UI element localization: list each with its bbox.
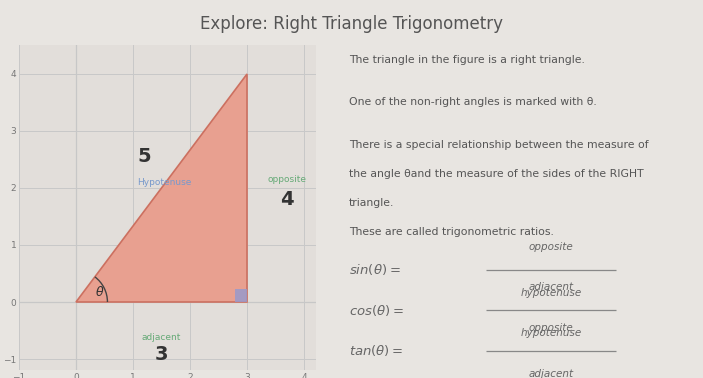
- Text: $\mathregular{tan}(\theta) =$: $\mathregular{tan}(\theta) =$: [349, 344, 404, 358]
- Text: Explore: Right Triangle Trigonometry: Explore: Right Triangle Trigonometry: [200, 15, 503, 33]
- Text: There is a special relationship between the measure of: There is a special relationship between …: [349, 139, 649, 150]
- Text: adjacent: adjacent: [142, 333, 181, 342]
- Text: $\mathregular{cos}(\theta) =$: $\mathregular{cos}(\theta) =$: [349, 303, 404, 318]
- Text: 3: 3: [155, 345, 169, 364]
- Text: Hypotenuse: Hypotenuse: [137, 178, 192, 187]
- Text: One of the non-right angles is marked with θ.: One of the non-right angles is marked wi…: [349, 98, 597, 107]
- Text: θ: θ: [96, 287, 104, 299]
- Text: adjacent: adjacent: [529, 369, 574, 378]
- Text: These are called trigonometric ratios.: These are called trigonometric ratios.: [349, 228, 554, 237]
- Text: adjacent: adjacent: [529, 282, 574, 293]
- Text: the angle θand the measure of the sides of the RIGHT: the angle θand the measure of the sides …: [349, 169, 643, 179]
- Text: opposite: opposite: [268, 175, 307, 184]
- Text: 5: 5: [138, 147, 151, 166]
- Text: hypotenuse: hypotenuse: [521, 288, 582, 297]
- Text: triangle.: triangle.: [349, 198, 394, 208]
- Bar: [235, 290, 247, 302]
- Text: opposite: opposite: [529, 323, 574, 333]
- Text: $\mathregular{sin}(\theta) =$: $\mathregular{sin}(\theta) =$: [349, 262, 401, 277]
- Text: hypotenuse: hypotenuse: [521, 328, 582, 338]
- Text: The triangle in the figure is a right triangle.: The triangle in the figure is a right tr…: [349, 55, 585, 65]
- Text: 4: 4: [280, 190, 294, 209]
- Text: opposite: opposite: [529, 242, 574, 252]
- Polygon shape: [76, 74, 247, 302]
